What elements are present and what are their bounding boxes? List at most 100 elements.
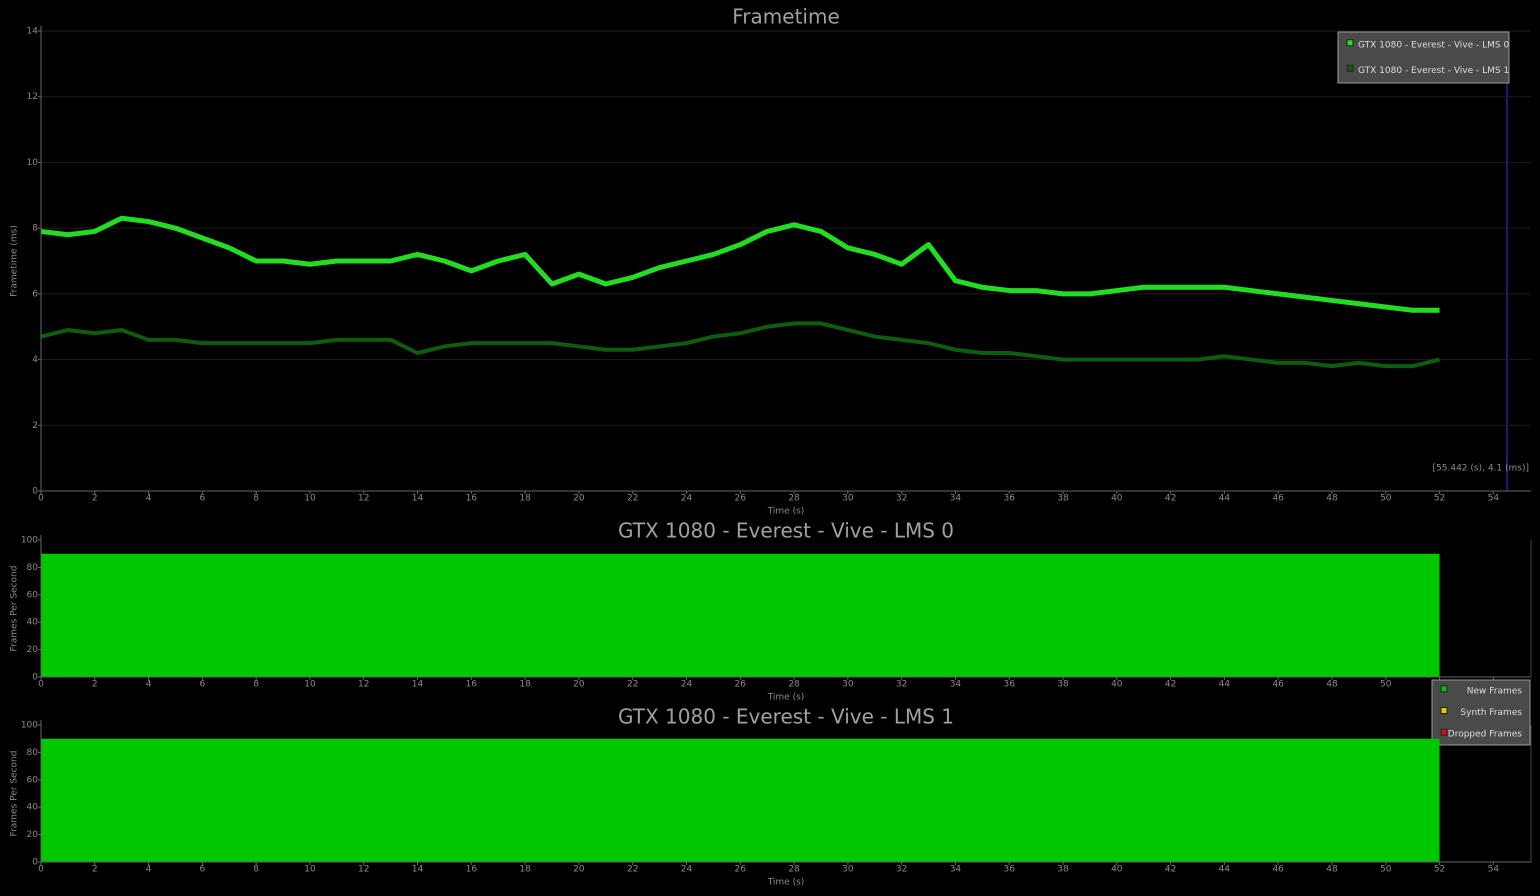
series-line (40, 321, 1441, 369)
x-axis-label: Time (s) (767, 878, 805, 888)
x-tick-label: 14 (412, 680, 424, 690)
y-tick-label: 40 (27, 803, 39, 813)
x-tick-label: 26 (735, 494, 747, 504)
y-axis-label: Frametime (ms) (10, 225, 20, 297)
y-tick-label: 80 (27, 563, 39, 573)
x-tick-label: 26 (735, 865, 747, 875)
x-tick-label: 32 (896, 865, 907, 875)
x-tick-label: 50 (1380, 680, 1392, 690)
annotation: [55.442 (s), 4.1 (ms)] (1433, 464, 1529, 474)
y-tick-label: 8 (32, 224, 38, 234)
y-tick-label: 12 (27, 92, 38, 102)
x-tick-label: 40 (1111, 680, 1123, 690)
y-tick-label: 6 (32, 289, 38, 299)
x-tick-label: 48 (1326, 865, 1338, 875)
legend-swatch (1440, 707, 1448, 714)
y-tick-label: 14 (27, 27, 39, 37)
y-tick-label: 100 (21, 536, 38, 546)
legend-label: Dropped Frames (1448, 730, 1523, 740)
legend-label: Synth Frames (1460, 708, 1522, 718)
x-tick-label: 10 (304, 865, 316, 875)
x-tick-label: 22 (627, 680, 638, 690)
y-axis-label: Frames Per Second (10, 751, 20, 837)
y-tick-label: 20 (27, 645, 39, 655)
x-tick-label: 16 (466, 865, 478, 875)
x-tick-label: 28 (788, 865, 800, 875)
x-tick-label: 26 (735, 680, 747, 690)
x-tick-label: 0 (38, 494, 44, 504)
y-tick-label: 10 (27, 158, 39, 168)
x-tick-label: 48 (1326, 680, 1338, 690)
series-area (41, 738, 1440, 862)
x-tick-label: 12 (358, 494, 369, 504)
x-tick-label: 6 (200, 494, 206, 504)
x-tick-label: 22 (627, 494, 638, 504)
x-tick-label: 34 (950, 865, 962, 875)
series-line (40, 215, 1440, 313)
x-tick-label: 40 (1111, 494, 1123, 504)
x-tick-label: 40 (1111, 865, 1123, 875)
legend-swatch (1440, 728, 1448, 736)
x-tick-label: 42 (1165, 865, 1176, 875)
x-tick-label: 34 (950, 494, 962, 504)
x-tick-label: 16 (466, 680, 478, 690)
x-tick-label: 38 (1057, 680, 1069, 690)
x-tick-label: 50 (1380, 494, 1392, 504)
y-tick-label: 60 (27, 775, 39, 785)
y-axis-label: Frames Per Second (10, 566, 20, 652)
x-tick-label: 24 (681, 494, 693, 504)
chart-title: Frametime (732, 5, 840, 29)
x-tick-label: 0 (38, 865, 44, 875)
x-tick-label: 38 (1057, 865, 1069, 875)
x-tick-label: 0 (38, 680, 44, 690)
x-tick-label: 54 (1488, 865, 1500, 875)
x-tick-label: 12 (358, 865, 369, 875)
x-tick-label: 20 (573, 494, 585, 504)
series-area (41, 553, 1440, 677)
x-tick-label: 50 (1380, 865, 1392, 875)
x-tick-label: 36 (1004, 865, 1016, 875)
x-tick-label: 28 (788, 680, 800, 690)
x-tick-label: 10 (304, 494, 316, 504)
x-tick-label: 2 (92, 865, 98, 875)
x-tick-label: 14 (412, 865, 424, 875)
legend-label: GTX 1080 - Everest - Vive - LMS 0 (1358, 40, 1509, 50)
x-tick-label: 18 (519, 680, 531, 690)
x-axis-label: Time (s) (767, 507, 805, 517)
x-tick-label: 8 (253, 494, 259, 504)
legend-swatch (1440, 685, 1448, 693)
x-tick-label: 32 (896, 680, 907, 690)
x-tick-label: 18 (519, 494, 531, 504)
legend-label: New Frames (1467, 686, 1523, 696)
x-tick-label: 28 (788, 494, 800, 504)
x-tick-label: 4 (146, 494, 152, 504)
x-tick-label: 16 (466, 494, 478, 504)
x-tick-label: 42 (1165, 494, 1176, 504)
x-tick-label: 30 (842, 680, 854, 690)
x-tick-label: 46 (1272, 680, 1284, 690)
x-tick-label: 46 (1272, 865, 1284, 875)
x-tick-label: 20 (573, 680, 585, 690)
x-tick-label: 36 (1004, 680, 1016, 690)
x-tick-label: 32 (896, 494, 907, 504)
x-tick-label: 48 (1326, 494, 1338, 504)
y-tick-label: 0 (32, 673, 38, 683)
x-tick-label: 24 (681, 865, 693, 875)
x-tick-label: 52 (1434, 865, 1445, 875)
legend-box (1337, 31, 1510, 84)
y-tick-label: 80 (27, 748, 39, 758)
x-tick-label: 14 (412, 494, 424, 504)
legend-swatch (1346, 64, 1354, 72)
x-tick-label: 18 (519, 865, 531, 875)
x-axis-label: Time (s) (767, 693, 805, 703)
y-tick-label: 40 (27, 618, 39, 628)
y-tick-label: 4 (32, 355, 38, 365)
x-tick-label: 46 (1272, 494, 1284, 504)
chart-title: GTX 1080 - Everest - Vive - LMS 1 (618, 705, 954, 729)
y-tick-label: 0 (32, 487, 38, 497)
x-tick-label: 44 (1219, 865, 1231, 875)
legend-label: GTX 1080 - Everest - Vive - LMS 1 (1358, 66, 1509, 76)
x-tick-label: 2 (92, 494, 98, 504)
x-tick-label: 30 (842, 865, 854, 875)
